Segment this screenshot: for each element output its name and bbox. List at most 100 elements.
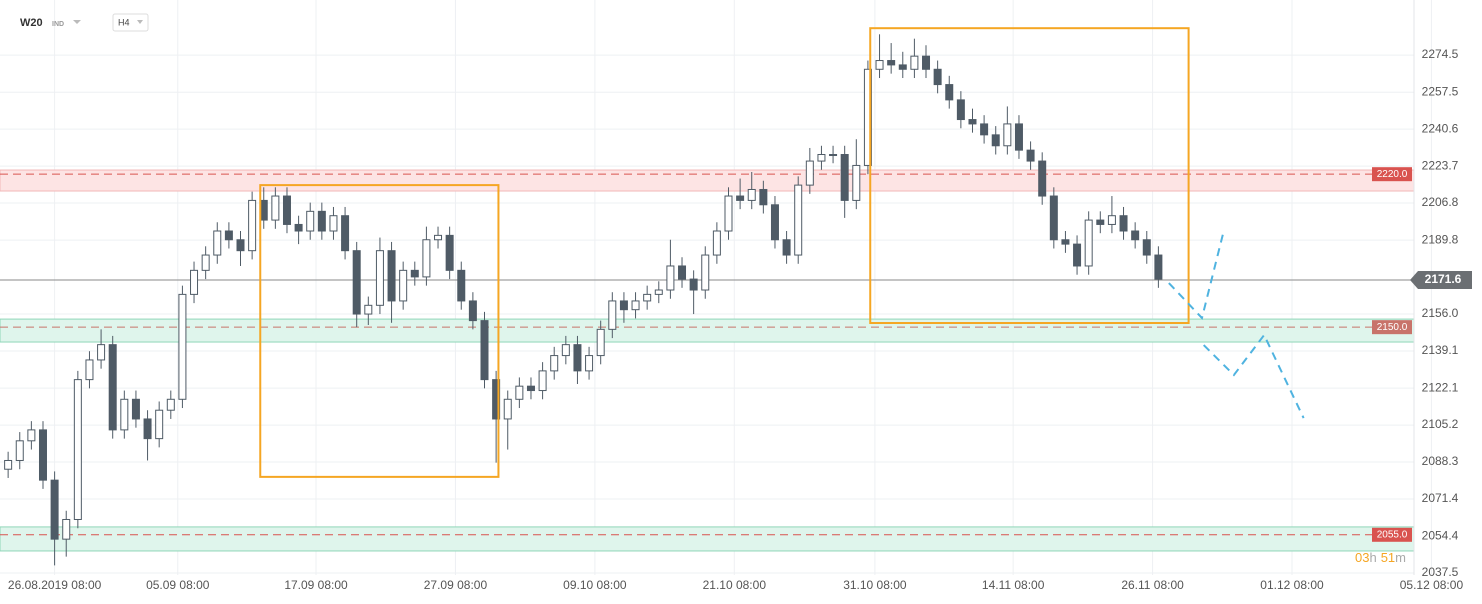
candle-body	[852, 164, 861, 201]
x-tick-label: 14.11 08:00	[982, 578, 1045, 592]
candle-body	[991, 134, 1000, 147]
candle-body	[445, 234, 454, 271]
candle-body	[678, 265, 687, 280]
candle-body	[1049, 195, 1058, 241]
projection-line	[1168, 231, 1225, 320]
candle-body	[863, 68, 872, 166]
candle-body	[829, 154, 838, 157]
x-tick-label: 09.10 08:00	[563, 578, 627, 592]
candle-body	[468, 300, 477, 322]
candle-body	[178, 293, 187, 400]
x-tick-label: 27.09 08:00	[424, 578, 488, 592]
candle-body	[143, 418, 152, 440]
candle-body	[422, 239, 431, 278]
candle-body	[4, 459, 13, 470]
candle-body	[259, 199, 268, 221]
y-tick-label: 2257.5	[1422, 84, 1459, 98]
candle-body	[817, 154, 826, 162]
x-tick-label: 31.10 08:00	[843, 578, 907, 592]
candle-body	[213, 230, 222, 256]
candle-body	[561, 344, 570, 357]
candle-body	[224, 230, 233, 241]
candle-body	[306, 210, 315, 232]
candle-body	[573, 344, 582, 372]
candle-body	[1107, 215, 1116, 225]
candle-body	[747, 188, 756, 201]
candle-body	[410, 269, 419, 278]
interval-selector[interactable]	[112, 13, 149, 32]
candle-body	[27, 429, 36, 442]
y-tick-label: 2088.3	[1422, 454, 1459, 468]
candle-body	[317, 210, 326, 232]
x-tick-label: 05.09 08:00	[146, 578, 210, 592]
y-tick-label: 2189.8	[1422, 232, 1459, 246]
candle-body	[805, 160, 814, 186]
candle-body	[434, 234, 443, 241]
candle-body	[736, 195, 745, 201]
candle-body	[887, 60, 896, 66]
level-label: 2220.0	[1377, 169, 1408, 180]
candle-body	[457, 269, 466, 302]
range-box	[259, 184, 500, 478]
symbol: W20	[20, 17, 43, 29]
candle-body	[166, 398, 175, 411]
candle-body	[1142, 239, 1151, 256]
candle-body	[352, 250, 361, 315]
timer-hours-unit: h	[1369, 550, 1376, 565]
candle-body	[155, 409, 164, 440]
level-band	[0, 318, 1415, 343]
candle-body	[666, 265, 675, 291]
candle-body	[550, 355, 559, 372]
y-tick-label: 2240.6	[1422, 121, 1459, 135]
candle-body	[585, 355, 594, 372]
candle-body	[1014, 123, 1023, 151]
candle-body	[945, 84, 954, 101]
candle-body	[1038, 160, 1047, 197]
timer-minutes-unit: m	[1395, 550, 1406, 565]
candle-body	[770, 204, 779, 241]
candle-body	[1096, 219, 1105, 225]
candle-body	[480, 320, 489, 381]
x-tick-label: 21.10 08:00	[703, 578, 767, 592]
overlay	[259, 27, 1305, 478]
candle-body	[329, 215, 338, 232]
y-tick-label: 2223.7	[1422, 158, 1459, 172]
level-label: 2150.0	[1377, 322, 1408, 333]
candle-body	[840, 154, 849, 201]
candle-body	[294, 223, 303, 232]
candle-body	[980, 123, 989, 136]
candle-body	[131, 398, 140, 420]
last-price-label: 2171.6	[1425, 272, 1462, 286]
x-tick-label: 17.09 08:00	[284, 578, 348, 592]
level-label: 2055.0	[1377, 529, 1408, 540]
range-box	[869, 27, 1190, 325]
x-tick-label: 01.12 08:00	[1260, 578, 1324, 592]
candle-body	[1119, 215, 1128, 232]
candle-body	[956, 99, 965, 121]
candle-body	[724, 195, 733, 232]
y-tick-label: 2071.4	[1422, 491, 1459, 505]
candle-body	[73, 379, 82, 520]
candles	[4, 34, 1163, 566]
last-price-tag	[1410, 270, 1472, 289]
level-band	[0, 526, 1415, 552]
candle-body	[1073, 243, 1082, 267]
y-tick-label: 2139.1	[1422, 343, 1459, 357]
interval: H4	[118, 17, 130, 27]
candle-body	[50, 479, 59, 540]
candle-body	[236, 239, 245, 252]
candle-body	[15, 440, 24, 461]
candle-body	[387, 250, 396, 302]
candle-body	[538, 370, 547, 392]
candle-body	[515, 385, 524, 400]
candle-body	[375, 250, 384, 306]
candle-body	[341, 215, 350, 252]
candle-body	[1061, 239, 1070, 245]
candle-body	[910, 55, 919, 70]
candle-body	[933, 68, 942, 86]
y-tick-label: 2054.4	[1422, 528, 1459, 542]
dropdown-icon[interactable]	[73, 20, 81, 24]
